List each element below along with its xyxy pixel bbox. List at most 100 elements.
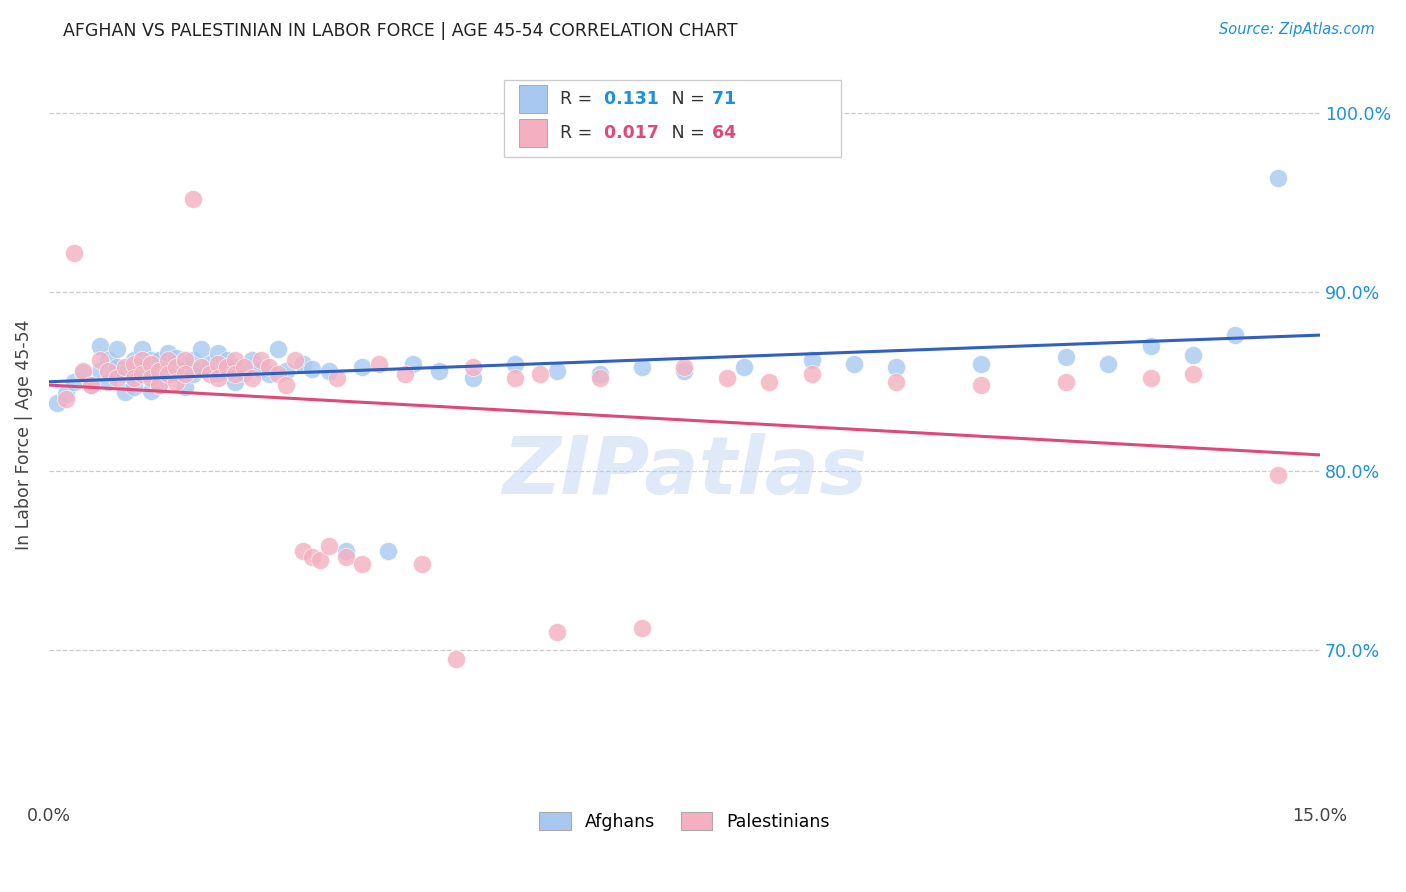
Point — [156, 346, 179, 360]
Point — [139, 368, 162, 382]
FancyBboxPatch shape — [519, 85, 547, 112]
Point — [122, 380, 145, 394]
Point — [352, 360, 374, 375]
Point — [97, 375, 120, 389]
Point — [105, 371, 128, 385]
Point — [55, 387, 77, 401]
Point — [377, 544, 399, 558]
Point — [173, 380, 195, 394]
Point — [546, 625, 568, 640]
Point — [1054, 375, 1077, 389]
Point — [97, 364, 120, 378]
Point — [148, 362, 170, 376]
Point — [368, 357, 391, 371]
Point — [131, 343, 153, 357]
Point — [173, 368, 195, 382]
Point — [631, 621, 654, 635]
Point — [589, 368, 612, 382]
Point — [326, 371, 349, 385]
Point — [716, 371, 738, 385]
Point — [105, 343, 128, 357]
Point — [63, 375, 86, 389]
Point — [139, 371, 162, 385]
Point — [335, 544, 357, 558]
Point — [89, 364, 111, 378]
Point — [292, 544, 315, 558]
Point — [207, 371, 229, 385]
Point — [148, 378, 170, 392]
Point — [1225, 328, 1247, 343]
Point — [546, 364, 568, 378]
Point — [89, 353, 111, 368]
Point — [207, 366, 229, 380]
Point — [394, 368, 416, 382]
Point — [673, 364, 696, 378]
Point — [284, 353, 307, 368]
Point — [1097, 357, 1119, 371]
Point — [292, 357, 315, 371]
Point — [301, 549, 323, 564]
Point — [156, 353, 179, 368]
Point — [800, 368, 823, 382]
Point — [89, 339, 111, 353]
Point — [139, 357, 162, 371]
Point — [259, 368, 281, 382]
Point — [165, 360, 187, 375]
Point — [1267, 170, 1289, 185]
Point — [122, 371, 145, 385]
Point — [190, 343, 212, 357]
Point — [148, 364, 170, 378]
Point — [198, 357, 221, 371]
Point — [165, 375, 187, 389]
Point — [631, 360, 654, 375]
Point — [224, 368, 246, 382]
Point — [72, 364, 94, 378]
Y-axis label: In Labor Force | Age 45-54: In Labor Force | Age 45-54 — [15, 320, 32, 550]
Point — [800, 353, 823, 368]
Point — [276, 364, 298, 378]
Point — [181, 353, 204, 368]
Point — [444, 652, 467, 666]
Point — [224, 375, 246, 389]
Point — [267, 368, 290, 382]
Point — [55, 392, 77, 407]
Text: AFGHAN VS PALESTINIAN IN LABOR FORCE | AGE 45-54 CORRELATION CHART: AFGHAN VS PALESTINIAN IN LABOR FORCE | A… — [63, 22, 738, 40]
Point — [173, 360, 195, 375]
Point — [1181, 348, 1204, 362]
FancyBboxPatch shape — [519, 120, 547, 147]
Point — [232, 360, 254, 375]
Point — [352, 557, 374, 571]
Text: Source: ZipAtlas.com: Source: ZipAtlas.com — [1219, 22, 1375, 37]
Point — [970, 357, 993, 371]
Point — [181, 368, 204, 382]
Point — [80, 378, 103, 392]
Point — [139, 353, 162, 368]
Point — [503, 371, 526, 385]
Point — [232, 366, 254, 380]
Point — [1139, 371, 1161, 385]
Point — [249, 353, 271, 368]
Point — [215, 360, 238, 375]
Point — [842, 357, 865, 371]
Point — [156, 368, 179, 382]
Point — [181, 192, 204, 206]
Point — [240, 353, 263, 368]
Point — [165, 366, 187, 380]
Point — [122, 353, 145, 368]
Point — [411, 557, 433, 571]
Point — [46, 396, 69, 410]
Point — [461, 371, 484, 385]
Point — [970, 378, 993, 392]
Point — [122, 357, 145, 371]
Point — [148, 378, 170, 392]
Point — [758, 375, 780, 389]
Text: ZIPatlas: ZIPatlas — [502, 433, 868, 511]
Point — [114, 360, 136, 375]
Point — [267, 343, 290, 357]
Point — [63, 245, 86, 260]
Point — [173, 353, 195, 368]
Point — [886, 375, 908, 389]
Point — [276, 378, 298, 392]
Point — [114, 368, 136, 382]
Point — [589, 371, 612, 385]
